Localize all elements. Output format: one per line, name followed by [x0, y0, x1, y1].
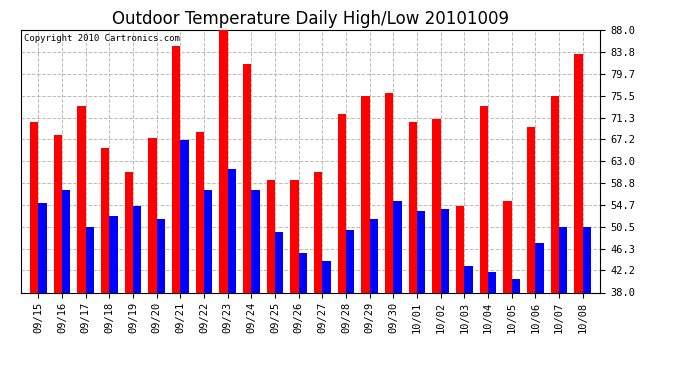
Bar	[110, 216, 118, 375]
Bar	[204, 190, 213, 375]
Bar	[488, 272, 496, 375]
Bar	[582, 227, 591, 375]
Bar	[157, 219, 165, 375]
Bar	[243, 64, 251, 375]
Bar	[299, 253, 307, 375]
Bar	[148, 138, 157, 375]
Bar	[441, 209, 449, 375]
Bar	[551, 96, 559, 375]
Bar	[172, 46, 180, 375]
Bar	[267, 180, 275, 375]
Bar	[337, 114, 346, 375]
Bar	[39, 203, 47, 375]
Bar	[511, 279, 520, 375]
Bar	[77, 106, 86, 375]
Bar	[535, 243, 544, 375]
Bar	[125, 172, 133, 375]
Bar	[86, 227, 94, 375]
Bar	[433, 119, 441, 375]
Bar	[370, 219, 378, 375]
Bar	[133, 206, 141, 375]
Bar	[559, 227, 567, 375]
Bar	[30, 122, 39, 375]
Bar	[408, 122, 417, 375]
Bar	[417, 211, 425, 375]
Bar	[54, 135, 62, 375]
Bar	[322, 261, 331, 375]
Bar	[393, 201, 402, 375]
Bar	[180, 140, 188, 375]
Bar	[346, 230, 354, 375]
Bar	[503, 201, 511, 375]
Bar	[456, 206, 464, 375]
Bar	[62, 190, 70, 375]
Bar	[101, 148, 110, 375]
Bar	[314, 172, 322, 375]
Bar	[290, 180, 299, 375]
Bar	[275, 232, 284, 375]
Bar	[574, 54, 582, 375]
Title: Outdoor Temperature Daily High/Low 20101009: Outdoor Temperature Daily High/Low 20101…	[112, 10, 509, 28]
Bar	[385, 93, 393, 375]
Bar	[196, 132, 204, 375]
Bar	[228, 169, 236, 375]
Bar	[219, 25, 228, 375]
Bar	[464, 266, 473, 375]
Text: Copyright 2010 Cartronics.com: Copyright 2010 Cartronics.com	[23, 34, 179, 43]
Bar	[362, 96, 370, 375]
Bar	[251, 190, 259, 375]
Bar	[527, 127, 535, 375]
Bar	[480, 106, 488, 375]
